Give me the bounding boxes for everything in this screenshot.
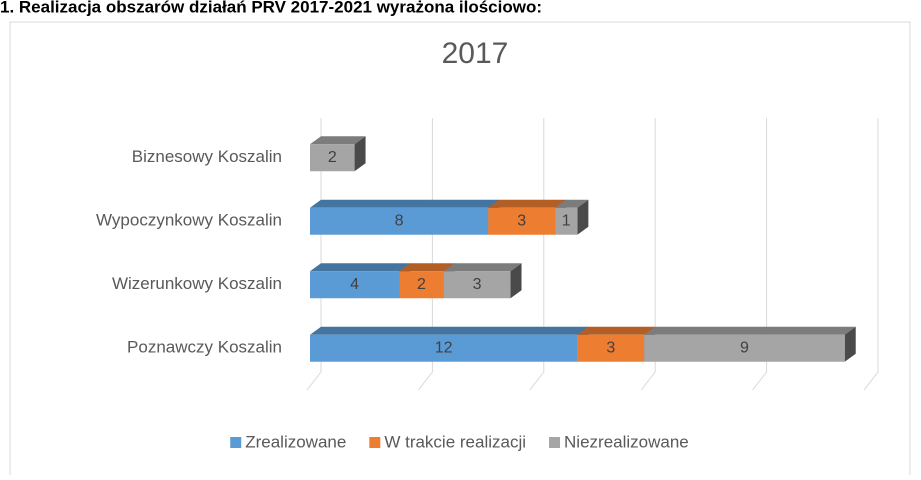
bar-segment [577, 326, 656, 362]
grid-line [863, 118, 879, 391]
bar-segment [644, 326, 856, 362]
bar-face [644, 326, 856, 335]
legend-label: W trakcie realizacji [384, 432, 526, 451]
data-label: 2 [328, 149, 337, 166]
bar-face [488, 207, 556, 235]
chart-title: 2017 [442, 37, 509, 70]
bar-face [399, 271, 444, 299]
bar-face [399, 263, 455, 272]
bar-face [310, 263, 411, 272]
page-heading: 1. Realizacja obszarów działań PRV 2017-… [0, 0, 542, 16]
bar-face [577, 326, 656, 335]
data-label: 12 [435, 339, 453, 356]
bar-face [310, 199, 500, 208]
data-label: 1 [562, 212, 571, 229]
bar-segment [555, 199, 589, 235]
bar-face [644, 334, 845, 362]
bar-face [310, 271, 400, 299]
bar-face [443, 271, 511, 299]
bar-face [443, 263, 522, 272]
legend-swatch [549, 437, 561, 448]
data-label: 2 [417, 276, 426, 293]
bar-segment [310, 136, 366, 172]
y-tick-label: Wizerunkowy Koszalin [112, 274, 282, 293]
legend-swatch [230, 437, 242, 448]
bar-face [354, 136, 366, 172]
bar-face [310, 334, 578, 362]
chart-frame [9, 21, 911, 480]
data-label: 3 [606, 339, 615, 356]
y-tick-label: Wypoczynkowy Koszalin [96, 211, 282, 230]
legend-label: Zrealizowane [245, 432, 346, 451]
y-tick-label: Biznesowy Koszalin [132, 147, 282, 166]
bar-face [488, 199, 567, 208]
bar-segment [310, 263, 411, 299]
bar-face [510, 263, 522, 299]
bar-segment [488, 199, 567, 235]
data-label: 8 [395, 212, 404, 229]
bar-face [844, 326, 856, 362]
grid-line [640, 118, 656, 391]
legend-swatch [369, 437, 381, 448]
legend-label: Niezrealizowane [564, 432, 689, 451]
grid-line [752, 118, 768, 391]
bar-face [555, 199, 589, 208]
data-label: 9 [740, 339, 749, 356]
data-label: 3 [517, 212, 526, 229]
bar-face [577, 199, 589, 235]
bar-segment [310, 199, 500, 235]
bar-face [310, 144, 355, 172]
bar-face [310, 136, 366, 145]
data-label: 3 [473, 276, 482, 293]
bar-face [310, 207, 489, 235]
y-tick-label: Poznawczy Koszalin [127, 338, 282, 357]
bar-face [555, 207, 578, 235]
bar-segment [443, 263, 522, 299]
bar-face [310, 326, 589, 335]
bar-face [577, 334, 645, 362]
data-label: 4 [350, 276, 359, 293]
